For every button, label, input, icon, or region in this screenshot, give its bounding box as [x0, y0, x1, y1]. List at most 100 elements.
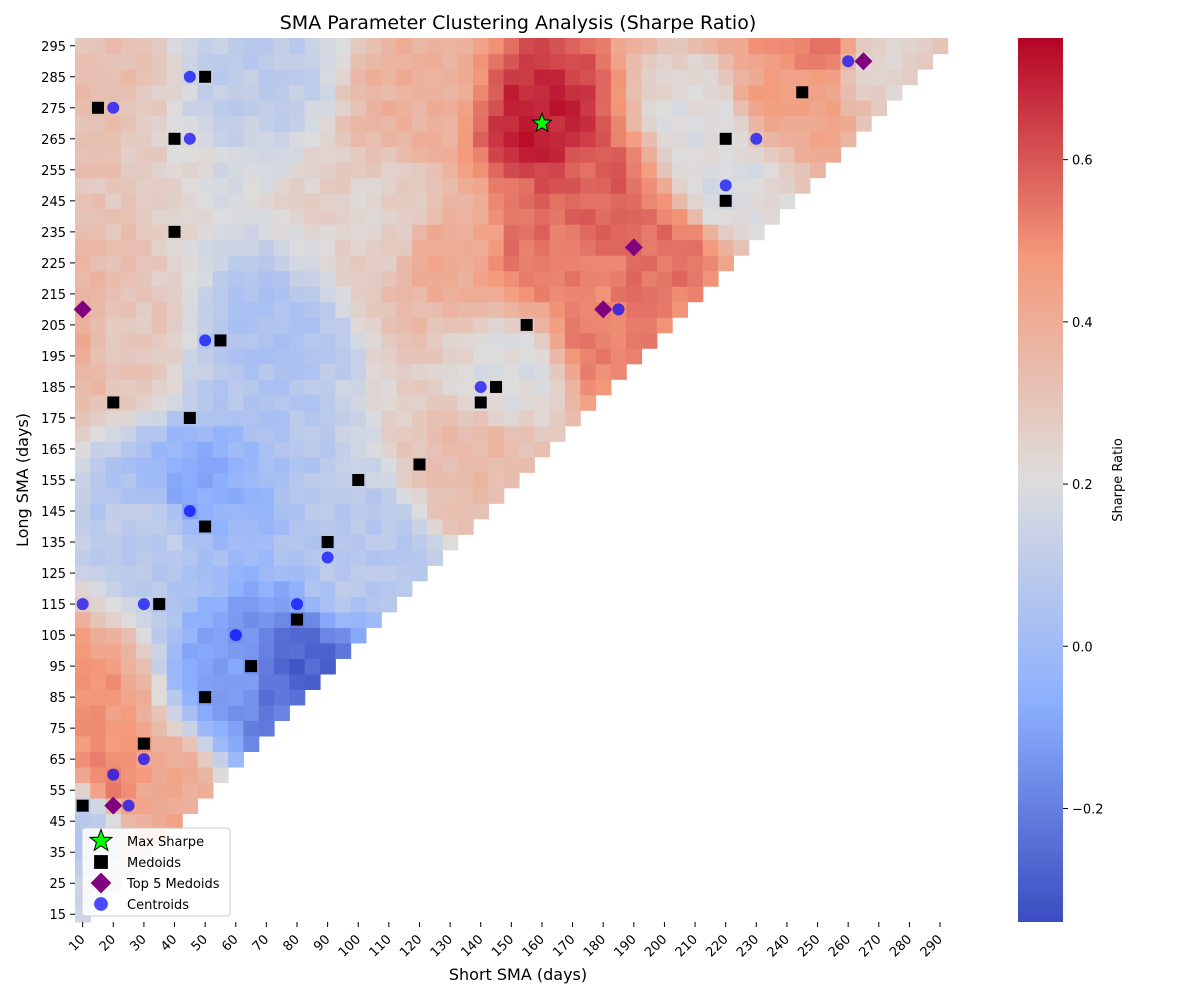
- heatmap-cell: [274, 549, 290, 566]
- heatmap-cell: [442, 286, 459, 303]
- heatmap-cell: [335, 565, 352, 582]
- heatmap-cell: [519, 131, 535, 148]
- heatmap-cell: [335, 518, 352, 535]
- heatmap-cell: [381, 208, 398, 225]
- heatmap-cell: [656, 146, 673, 163]
- x-tick-label: 230: [734, 932, 762, 960]
- heatmap-cell: [335, 53, 352, 70]
- heatmap-cell: [289, 410, 306, 427]
- heatmap-cell: [396, 193, 413, 210]
- medoid-marker: [520, 318, 533, 331]
- heatmap-cell: [687, 193, 704, 210]
- heatmap-cell: [411, 317, 428, 334]
- heatmap-cell: [779, 84, 796, 101]
- heatmap-cell: [197, 394, 214, 411]
- heatmap-cell: [763, 53, 780, 70]
- heatmap-cell: [182, 565, 199, 582]
- heatmap-cell: [105, 549, 122, 566]
- heatmap-cell: [350, 301, 367, 318]
- heatmap-cell: [90, 580, 107, 597]
- heatmap-cell: [182, 642, 199, 659]
- heatmap-cell: [473, 146, 489, 163]
- heatmap-cell: [626, 177, 643, 194]
- heatmap-cell: [687, 69, 704, 86]
- heatmap-cell: [809, 38, 826, 55]
- heatmap-cell: [396, 503, 413, 520]
- heatmap-cell: [488, 69, 505, 86]
- heatmap-cell: [396, 472, 413, 489]
- heatmap-cell: [335, 38, 352, 55]
- heatmap-cell: [381, 348, 398, 365]
- heatmap-cell: [212, 69, 229, 86]
- heatmap-cell: [228, 379, 245, 396]
- heatmap-cell: [258, 100, 275, 117]
- heatmap-cell: [228, 239, 245, 256]
- heatmap-cell: [809, 146, 826, 163]
- heatmap-cell: [442, 239, 459, 256]
- heatmap-cell: [105, 255, 122, 272]
- heatmap-cell: [564, 84, 581, 101]
- heatmap-cell: [825, 84, 842, 101]
- heatmap-cell: [794, 131, 811, 148]
- heatmap-cell: [381, 425, 398, 442]
- heatmap-cell: [396, 317, 413, 334]
- heatmap-cell: [166, 332, 183, 349]
- heatmap-cell: [75, 224, 91, 241]
- heatmap-cell: [411, 100, 428, 117]
- heatmap-cell: [702, 193, 719, 210]
- heatmap-cell: [718, 38, 734, 55]
- heatmap-cell: [136, 286, 153, 303]
- heatmap-cell: [503, 193, 520, 210]
- heatmap-cell: [381, 565, 398, 582]
- heatmap-cell: [304, 348, 321, 365]
- heatmap-cell: [75, 766, 91, 784]
- heatmap-cell: [595, 84, 612, 101]
- heatmap-cell: [319, 332, 336, 349]
- centroid-marker: [137, 753, 150, 766]
- heatmap-cell: [212, 673, 229, 690]
- heatmap-cell: [197, 348, 214, 365]
- heatmap-cell: [595, 193, 612, 210]
- heatmap-cell: [258, 301, 275, 318]
- heatmap-cell: [75, 84, 91, 101]
- heatmap-cell: [304, 224, 321, 241]
- heatmap-cell: [610, 53, 627, 70]
- heatmap-cell: [840, 69, 857, 86]
- heatmap-cell: [595, 146, 612, 163]
- heatmap-cell: [687, 239, 704, 256]
- heatmap-cell: [212, 441, 229, 458]
- heatmap-cell: [840, 38, 857, 55]
- heatmap-cell: [228, 146, 245, 163]
- heatmap-cell: [779, 69, 796, 86]
- heatmap-cell: [610, 348, 627, 365]
- top-medoid-marker: [854, 52, 873, 71]
- heatmap-cell: [503, 472, 520, 489]
- heatmap-cell: [197, 100, 214, 117]
- heatmap-cell: [381, 487, 398, 504]
- heatmap-cell: [166, 270, 183, 287]
- heatmap-cell: [733, 84, 750, 101]
- heatmap-cell: [427, 38, 444, 55]
- heatmap-cell: [610, 208, 627, 225]
- heatmap-cell: [610, 38, 627, 55]
- heatmap-cell: [197, 301, 214, 318]
- heatmap-cell: [580, 332, 597, 349]
- heatmap-cell: [503, 224, 520, 241]
- medoid-marker: [291, 613, 303, 626]
- heatmap-cell: [641, 255, 658, 272]
- heatmap-cell: [120, 596, 137, 613]
- heatmap-cell: [289, 301, 306, 318]
- heatmap-cell: [182, 239, 199, 256]
- heatmap-cell: [365, 193, 382, 210]
- heatmap-cell: [274, 441, 290, 458]
- heatmap-cell: [442, 425, 459, 442]
- heatmap-cell: [626, 208, 643, 225]
- heatmap-cell: [75, 146, 91, 163]
- heatmap-cell: [243, 456, 260, 473]
- heatmap-cell: [427, 456, 444, 473]
- heatmap-cell: [411, 69, 428, 86]
- heatmap-cell: [151, 751, 168, 768]
- heatmap-cell: [763, 162, 780, 179]
- medoid-marker: [214, 334, 227, 347]
- heatmap-cell: [182, 208, 199, 225]
